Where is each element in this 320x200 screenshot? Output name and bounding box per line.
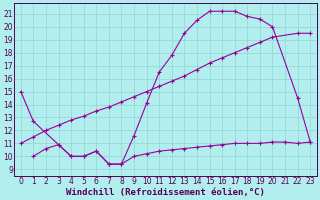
X-axis label: Windchill (Refroidissement éolien,°C): Windchill (Refroidissement éolien,°C) [66,188,265,197]
